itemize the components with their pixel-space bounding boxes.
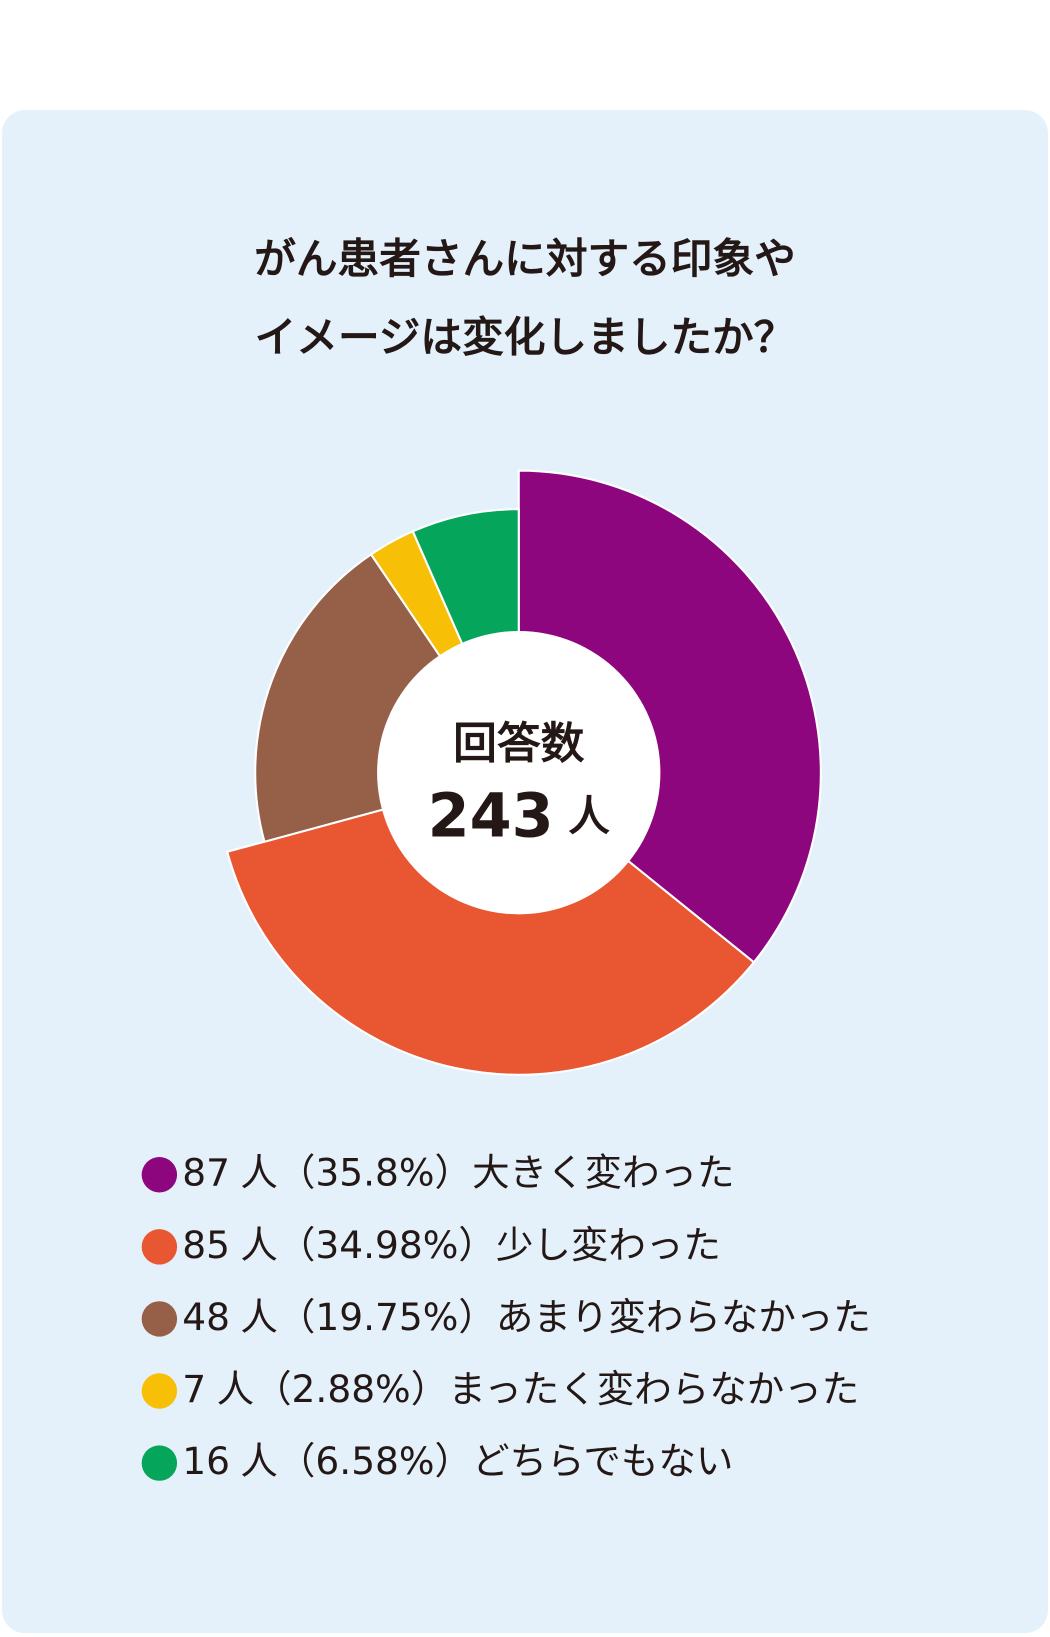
chart-title: イメージは変化しましたか？ <box>255 312 796 361</box>
legend-count: 7 <box>182 1367 206 1411</box>
slice <box>517 469 822 964</box>
slice <box>225 771 756 1076</box>
legend-percent: （34.98%） <box>278 1222 496 1266</box>
legend-percent: （35.8%） <box>278 1150 472 1194</box>
legend-count: 87 <box>182 1150 230 1194</box>
legend-swatch <box>141 1301 178 1337</box>
legend-swatch <box>141 1157 178 1193</box>
legend-unit: 人 <box>240 1294 278 1338</box>
center-label: 回答数 <box>453 719 585 770</box>
legend-percent: （6.58%） <box>278 1439 472 1483</box>
legend-unit: 人 <box>240 1222 278 1266</box>
legend-label: 大きく変わった <box>472 1150 734 1194</box>
legend-entry: 87 人（35.8%）大きく変わった <box>182 1150 734 1194</box>
legend-percent: （19.75%） <box>278 1294 496 1338</box>
donut-hole <box>377 631 661 915</box>
legend-label: どちらでもない <box>472 1439 733 1483</box>
legend-count: 85 <box>182 1222 230 1266</box>
legend-swatch <box>141 1373 178 1409</box>
legend-label: まったく変わらなかった <box>448 1367 859 1411</box>
legend-percent: （2.88%） <box>254 1367 448 1411</box>
total-value: 243 <box>428 781 554 851</box>
legend-entry: 48 人（19.75%）あまり変わらなかった <box>182 1294 871 1338</box>
legend-entry: 16 人（6.58%）どちらでもない <box>182 1439 733 1483</box>
total-unit: 人 <box>568 792 610 841</box>
center-total: 243 人 <box>428 781 611 851</box>
legend-unit: 人 <box>240 1439 278 1483</box>
legend-count: 48 <box>182 1294 230 1338</box>
legend-count: 16 <box>182 1439 230 1483</box>
donut <box>225 469 822 1076</box>
legend-unit: 人 <box>240 1150 278 1194</box>
legend-entry: 7 人（2.88%）まったく変わらなかった <box>182 1367 859 1411</box>
chart-title: がん患者さんに対する印象や <box>254 234 796 283</box>
legend-label: 少し変わった <box>496 1222 721 1266</box>
legend-entry: 85 人（34.98%）少し変わった <box>182 1222 721 1266</box>
legend-unit: 人 <box>217 1367 255 1411</box>
legend-label: あまり変わらなかった <box>496 1294 871 1338</box>
legend-swatch <box>141 1445 178 1481</box>
legend-swatch <box>141 1229 178 1265</box>
